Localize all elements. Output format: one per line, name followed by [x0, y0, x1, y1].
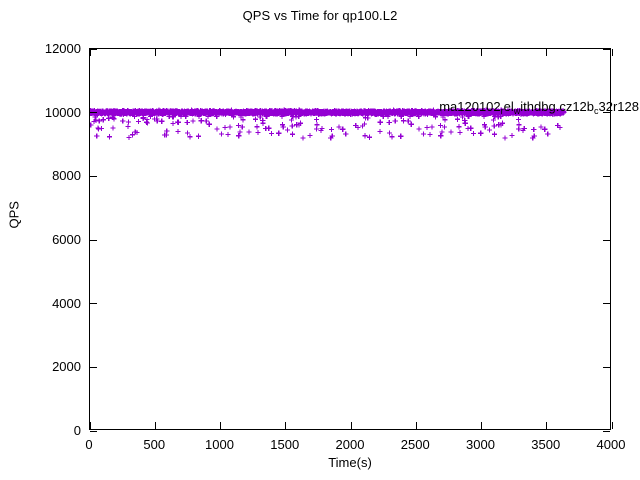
y-tick: [603, 48, 610, 50]
x-tick: [415, 422, 417, 429]
y-tick-label: 6000: [52, 232, 81, 247]
y-axis-title: QPS: [6, 201, 22, 229]
legend: ma120102relwithdbg.cz12bc32r128: [382, 97, 640, 119]
x-tick: [611, 49, 613, 56]
x-tick-label: 1500: [270, 437, 300, 452]
x-tick: [481, 422, 482, 429]
x-tick: [154, 422, 156, 429]
y-tick-label: 0: [73, 423, 81, 438]
y-tick: [603, 175, 610, 177]
x-tick: [89, 49, 91, 56]
chart-title: QPS vs Time for qp100.L2: [242, 8, 398, 23]
y-tick: [603, 239, 610, 241]
x-tick: [546, 49, 548, 56]
x-tick-label: 2500: [400, 437, 430, 452]
y-tick-label: 10000: [44, 104, 81, 120]
x-tick: [546, 422, 548, 429]
x-tick-label: 500: [143, 437, 166, 452]
x-tick-label: 0: [85, 437, 93, 452]
x-tick: [611, 422, 613, 429]
y-tick: [90, 48, 97, 50]
x-tick: [220, 422, 221, 429]
x-tick: [415, 49, 417, 56]
y-tick: [90, 112, 97, 114]
y-tick: [90, 430, 97, 432]
x-tick-label: 2000: [335, 437, 365, 452]
x-tick-label: 3000: [466, 437, 495, 452]
x-tick: [220, 49, 221, 56]
x-tick-label: 4000: [596, 437, 626, 452]
y-tick: [90, 175, 97, 177]
y-tick: [90, 303, 97, 305]
y-tick-label: 2000: [52, 359, 81, 375]
x-axis-title: Time(s): [328, 455, 372, 470]
y-tick: [603, 112, 610, 114]
x-tick: [350, 422, 352, 429]
y-tick: [603, 303, 610, 305]
y-tick: [90, 239, 97, 241]
y-tick: [603, 366, 610, 368]
x-tick-label: 3500: [531, 437, 561, 452]
plot-frame: ma120102relwithdbg.cz12bc32r128: [89, 48, 639, 432]
x-tick-label: 1000: [205, 437, 234, 452]
x-tick: [285, 49, 287, 56]
x-tick: [154, 49, 156, 56]
data-series-layer: [90, 49, 612, 431]
y-tick-label: 8000: [52, 168, 81, 184]
legend-entry-label: ma120102relwithdbg.cz12bc32r128: [439, 99, 639, 116]
y-tick: [603, 430, 610, 432]
x-tick: [481, 49, 482, 56]
y-tick-label: 4000: [52, 295, 81, 311]
scatter-points: [90, 107, 567, 141]
y-tick-label: 12000: [44, 41, 81, 56]
y-tick: [90, 366, 97, 368]
x-tick: [285, 422, 287, 429]
x-tick: [350, 49, 352, 56]
x-tick: [89, 422, 91, 429]
